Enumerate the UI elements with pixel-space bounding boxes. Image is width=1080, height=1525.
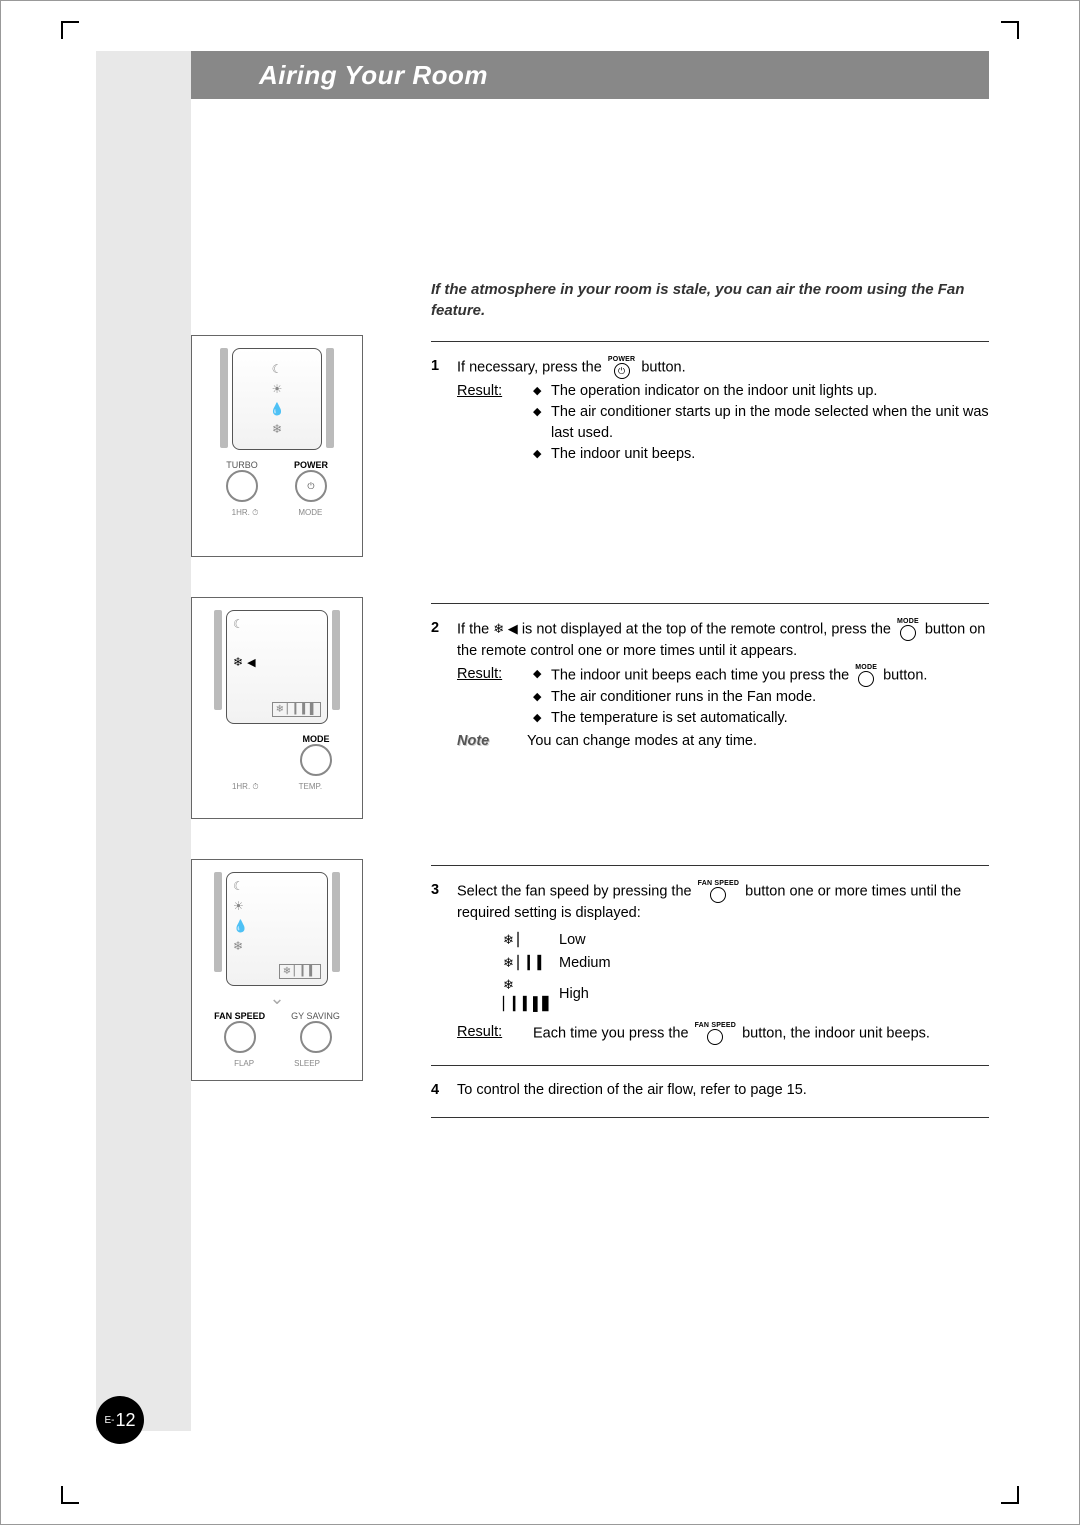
fanspeed-button-icon: FAN SPEED (695, 1022, 736, 1045)
power-button: POWER⏻ (294, 460, 328, 502)
fanspeed-button: FAN SPEED (214, 1011, 265, 1053)
bullet-item: The indoor unit beeps each time you pres… (533, 664, 989, 687)
energy-saving-button: GY SAVING (291, 1011, 340, 1053)
turbo-button: TURBO (226, 460, 258, 502)
fan-low-icon: ❄ ▏ (503, 931, 559, 950)
sun-icon: ☀ (233, 899, 244, 913)
remote-mode: ☾ ❄ ◀ ❄ ▏▎▍▌ MODE (191, 597, 363, 819)
step-row-1: ☾ ☀ 💧 ❄ TURBO POWER⏻ 1HR. ⏱ MODE (191, 335, 989, 597)
page-title: Airing Your Room (259, 60, 488, 91)
crop-mark (61, 21, 79, 39)
step-1-text: 1 If necessary, press the POWER ⏻ button… (401, 335, 989, 475)
power-button-icon: POWER ⏻ (608, 356, 635, 379)
result-label: Result: (457, 1022, 527, 1045)
step-row-2: ☾ ❄ ◀ ❄ ▏▎▍▌ MODE (191, 597, 989, 859)
remote-fanspeed: ☾ ☀ 💧 ❄ ❄ ▏▎▍ ⌄ FAN SPEED GY SAVING (191, 859, 363, 1081)
fan-high-icon: ❄ ▏▎▍▌▋ (503, 976, 559, 1014)
label-flap: FLAP (234, 1059, 254, 1068)
flake-icon: ❄ (272, 422, 282, 436)
moon-icon: ☾ (233, 879, 244, 893)
mode-button: MODE (300, 734, 332, 776)
label-sleep: SLEEP (294, 1059, 320, 1068)
moon-icon: ☾ (233, 617, 244, 631)
intro-text: If the atmosphere in your room is stale,… (191, 279, 989, 321)
illustration-1: ☾ ☀ 💧 ❄ TURBO POWER⏻ 1HR. ⏱ MODE (191, 335, 401, 597)
fan-bars-icon: ❄ ▏▎▍▌ (272, 702, 321, 717)
fan-bars-icon: ❄ ▏▎▍ (279, 964, 321, 979)
moon-icon: ☾ (272, 362, 283, 376)
step-row-3: ☾ ☀ 💧 ❄ ❄ ▏▎▍ ⌄ FAN SPEED GY SAVING (191, 859, 989, 1132)
crop-mark (61, 1486, 79, 1504)
step-number: 4 (431, 1080, 457, 1101)
title-bar: Airing Your Room (191, 51, 989, 99)
crop-mark (1001, 21, 1019, 39)
arrow-icon: ◀ (247, 656, 255, 669)
remote-power: ☾ ☀ 💧 ❄ TURBO POWER⏻ 1HR. ⏱ MODE (191, 335, 363, 557)
fan-speed-table: ❄ ▏Low ❄ ▏▎▍Medium ❄ ▏▎▍▌▋High (503, 930, 989, 1014)
sun-icon: ☀ (272, 382, 283, 396)
step-3-text: 3 Select the fan speed by pressing the F… (401, 859, 989, 1132)
label-temp: TEMP. (299, 782, 322, 792)
result-label: Result: (457, 664, 527, 729)
down-icon: ⌄ (269, 988, 284, 1009)
drop-icon: 💧 (233, 919, 248, 933)
label-mode: MODE (298, 508, 322, 518)
flake-icon: ❄ (233, 939, 243, 953)
note-label: Note (457, 731, 527, 752)
page: Airing Your Room If the atmosphere in yo… (0, 0, 1080, 1525)
left-margin-bar (96, 51, 191, 1431)
step-2-text: 2 If the ❄ ◀ is not displayed at the top… (401, 597, 989, 762)
step-number: 3 (431, 880, 457, 1045)
bullet-item: The temperature is set automatically. (533, 708, 989, 729)
bullet-item: The indoor unit beeps. (533, 444, 989, 465)
fanspeed-button-icon: FAN SPEED (698, 880, 739, 903)
bullet-item: The air conditioner starts up in the mod… (533, 402, 989, 444)
fan-med-icon: ❄ ▏▎▍ (503, 954, 559, 973)
page-number-badge: E-12 (96, 1396, 144, 1444)
flake-icon: ❄ (233, 655, 243, 669)
main-content: Airing Your Room If the atmosphere in yo… (191, 51, 989, 1474)
result-label: Result: (457, 381, 527, 465)
mode-button-icon: MODE (897, 618, 919, 641)
flake-arrow-icon: ❄ ◀ (493, 621, 518, 636)
step-4-text: To control the direction of the air flow… (457, 1080, 989, 1101)
bullet-item: The air conditioner runs in the Fan mode… (533, 687, 989, 708)
illustration-2: ☾ ❄ ◀ ❄ ▏▎▍▌ MODE (191, 597, 401, 859)
step-number: 2 (431, 618, 457, 752)
step-number: 1 (431, 356, 457, 465)
bullet-item: The operation indicator on the indoor un… (533, 381, 989, 402)
note-text: You can change modes at any time. (527, 731, 757, 752)
label-1hr: 1HR. ⏱ (232, 782, 259, 792)
crop-mark (1001, 1486, 1019, 1504)
drop-icon: 💧 (270, 402, 285, 416)
mode-button-icon: MODE (855, 664, 877, 687)
label-1hr: 1HR. ⏱ (232, 508, 259, 518)
illustration-3: ☾ ☀ 💧 ❄ ❄ ▏▎▍ ⌄ FAN SPEED GY SAVING (191, 859, 401, 1121)
